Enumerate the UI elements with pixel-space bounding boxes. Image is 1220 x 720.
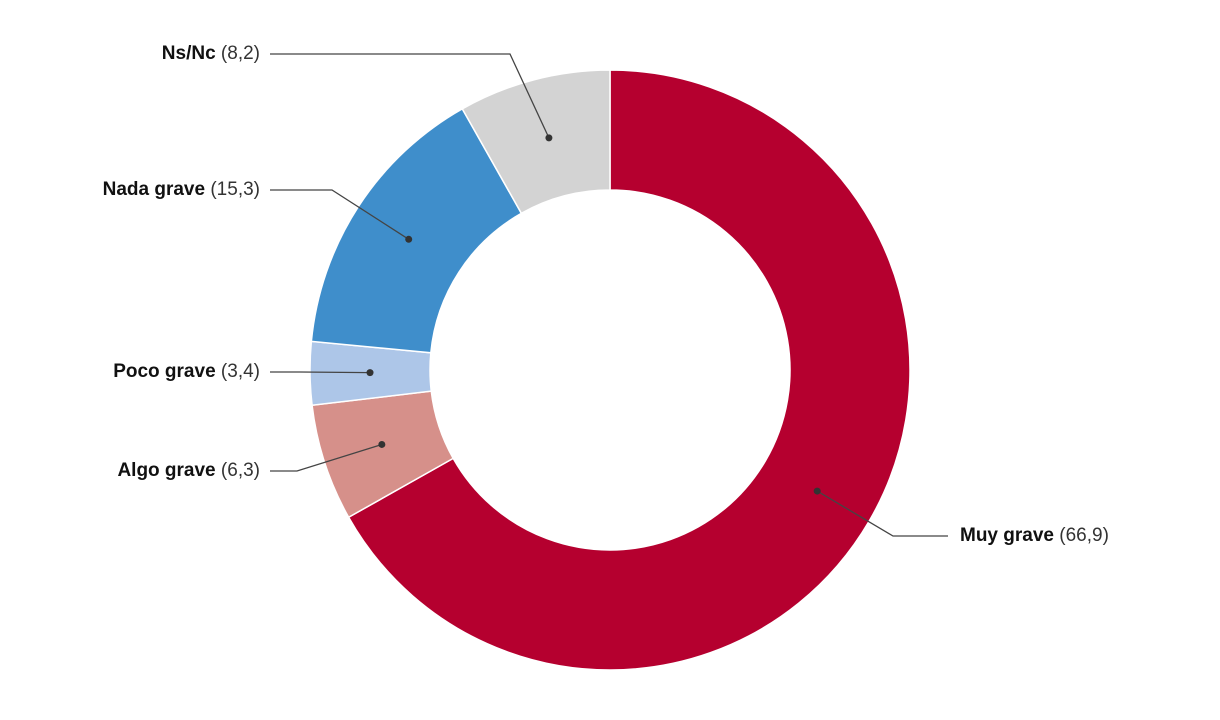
category-name: Poco grave — [113, 361, 215, 382]
leader-line — [270, 189, 410, 240]
slice-label: Ns/Nc (8,2) — [162, 43, 260, 64]
slice-label: Algo grave (6,3) — [117, 460, 260, 481]
slice-label: Poco grave (3,4) — [113, 361, 260, 382]
donut-segment — [347, 69, 911, 671]
leader-line — [816, 490, 948, 537]
category-name: Muy grave — [960, 525, 1054, 546]
leader-dot — [545, 134, 553, 142]
leader-line — [270, 443, 383, 472]
category-name: Algo grave — [117, 460, 215, 481]
category-name: Nada grave — [103, 179, 205, 200]
leader-line — [270, 53, 550, 139]
leader-dot — [813, 487, 821, 495]
slice-label: Muy grave (66,9) — [960, 525, 1109, 546]
leader-dot — [405, 235, 413, 243]
slice-label: Nada grave (15,3) — [103, 179, 260, 200]
leader-dot — [378, 440, 386, 448]
value-label: (8,2) — [221, 43, 260, 64]
value-label: (66,9) — [1059, 525, 1109, 546]
leader-line — [270, 371, 371, 374]
category-name: Ns/Nc — [162, 43, 216, 64]
leader-dot — [366, 369, 374, 377]
value-label: (3,4) — [221, 361, 260, 382]
value-label: (15,3) — [210, 179, 260, 200]
donut-segment — [461, 69, 611, 215]
value-label: (6,3) — [221, 460, 260, 481]
